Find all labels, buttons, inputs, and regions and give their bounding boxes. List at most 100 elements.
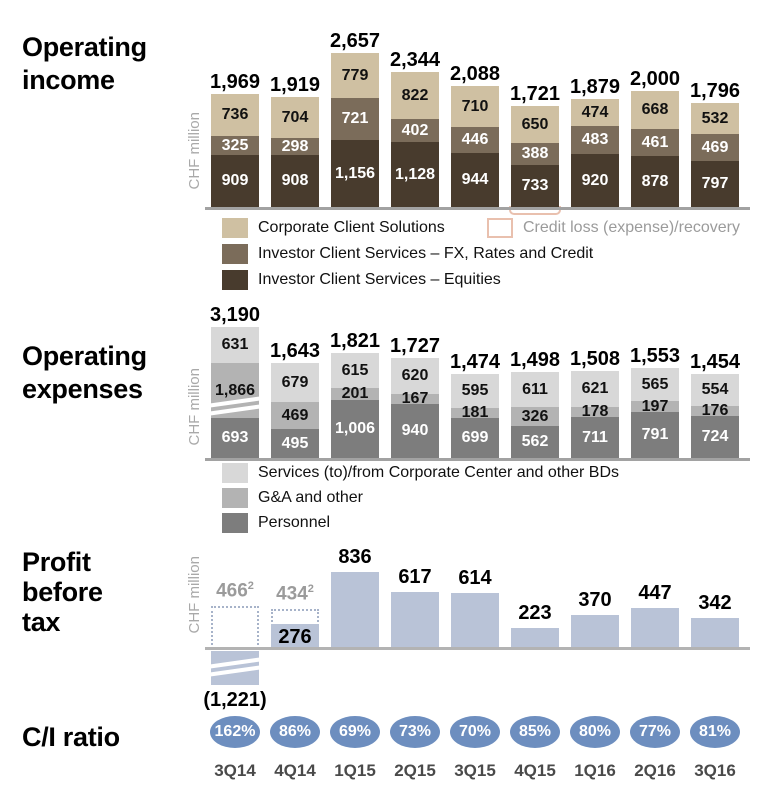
ci-ratio-oval-3Q15: 70% [450,716,500,748]
bar-segment: 402 [391,119,439,142]
segment-value-label: 483 [581,131,609,148]
quarter-label-1Q16: 1Q16 [574,761,616,780]
bar-segment: 554 [691,374,739,406]
stacked-bar-3Q16: 724 176 554 [691,374,739,458]
bar-segment: 1,128 [391,142,439,207]
legend-swatch [222,463,248,483]
segment-value-label: 495 [281,434,309,452]
segment-value-label: 562 [521,433,549,450]
bar-total-label: 2,000 [629,68,681,90]
bar-segment: 176 [691,403,739,419]
pbt-value-label: 614 [458,567,492,589]
operating-expenses-chart: 693 1,866 631 3,190 495 469 679 1,643 1,006 201 61… [205,300,765,461]
stacked-bar-4Q15: 733 388 650 [511,106,559,207]
bar-segment: 779 [331,53,379,98]
pbt-value-label: 370 [578,589,612,611]
profit-before-tax-chart: 4662 (1,221) 4342 276 836 617 614 223 370 447 342 [203,535,765,713]
segment-value-label: 532 [701,109,729,127]
segment-value-label: 940 [401,422,429,439]
segment-value-label: 944 [461,171,489,188]
bar-segment: 469 [691,134,739,161]
bar-total-label: 1,454 [689,351,741,373]
segment-value-label: 474 [581,103,609,121]
ci-ratio-oval-2Q15: 73% [390,716,440,748]
segment-value-label: 388 [521,145,549,162]
legend-swatch [222,488,248,508]
bar-total-label: 1,919 [269,74,321,96]
stacked-bar-3Q15: 699 181 595 [451,374,499,458]
bar-segment: 679 [271,363,319,402]
bar-segment: 326 [511,407,559,426]
segment-value-label: 711 [582,428,608,446]
pbt-reported-bar-4Q14 [271,624,319,649]
bar-segment: 909 [211,155,259,207]
segment-value-label: 779 [341,66,369,84]
segment-value-label: 615 [341,361,369,379]
pbt-bar-1Q15 [331,572,379,649]
bar-segment: 631 [211,327,259,363]
segment-value-label: 920 [581,171,609,189]
quarter-label-1Q15: 1Q15 [334,761,376,780]
credit-loss-swatch [487,218,513,238]
ci-ratio-oval-3Q14: 162% [210,716,260,748]
quarter-label-2Q16: 2Q16 [634,761,676,780]
bar-segment: 699 [451,418,499,458]
bar-total-label: 1,821 [329,330,381,352]
stacked-bar-3Q15: 944 446 710 [451,86,499,207]
bar-segment: 611 [511,372,559,407]
legend-label: Services (to)/from Corporate Center and … [258,464,620,481]
segment-value-label: 699 [461,429,489,446]
segment-value-label: 611 [522,380,548,398]
segment-value-label: 909 [221,172,249,189]
section-title-ci-ratio: C/I ratio [22,722,120,752]
pbt-adjusted-ghost-bar-3Q14 [211,606,259,649]
bar-segment: 1,156 [331,140,379,207]
legend-label: Investor Client Services – Equities [258,271,501,288]
stacked-bar-4Q15: 562 326 611 [511,372,559,458]
segment-value-label: 201 [341,385,369,402]
segment-value-label: 446 [461,131,489,148]
ci-ratio-oval-2Q16: 77% [630,716,680,748]
bar-segment: 167 [391,391,439,407]
bar-segment: 446 [451,127,499,153]
stacked-bar-1Q16: 711 178 621 [571,371,619,458]
bar-segment: 181 [451,405,499,421]
bar-segment: 908 [271,155,319,207]
stacked-bar-2Q15: 1,128 402 822 [391,72,439,207]
ci-ratio-oval-3Q16: 81% [690,716,740,748]
quarter-label-4Q14: 4Q14 [274,761,316,780]
segment-value-label: 325 [221,136,249,154]
bar-total-label: 1,498 [509,349,561,371]
segment-value-label: 298 [281,137,309,155]
legend-swatch [222,270,248,290]
legend-item: Credit loss (expense)/recovery [487,218,740,238]
bar-segment: 721 [331,98,379,140]
footnote-marker: 2 [307,583,314,595]
bar-segment: 178 [571,404,619,420]
segment-value-label: 878 [641,172,669,190]
legend-swatch [222,244,248,264]
legend-label: G&A and other [258,489,363,506]
bar-segment: 944 [451,153,499,207]
bar-segment: 711 [571,417,619,458]
segment-value-label: 469 [701,138,729,156]
stacked-bar-3Q14: 909 325 736 [211,94,259,207]
bar-total-label: 1,727 [389,335,441,357]
segment-value-label: 650 [521,115,549,133]
segment-value-label: 1,128 [394,165,436,183]
stacked-bar-1Q15: 1,006 201 615 [331,353,379,458]
bar-segment: 822 [391,72,439,119]
ci-ratio-oval-1Q15: 69% [330,716,380,748]
pbt-value-label: 836 [338,546,372,568]
bar-segment: 197 [631,398,679,414]
segment-value-label: 724 [701,428,729,445]
section-title-operating-income: Operating income [22,32,147,95]
stacked-bar-2Q15: 940 167 620 [391,358,439,458]
bar-total-label: 1,721 [509,83,561,105]
segment-value-label: 721 [341,110,369,127]
x-axis-line [205,647,750,650]
bar-total-label: 1,508 [569,348,621,370]
legend-label: Investor Client Services – FX, Rates and… [258,245,594,262]
stacked-bar-4Q14: 495 469 679 [271,363,319,458]
